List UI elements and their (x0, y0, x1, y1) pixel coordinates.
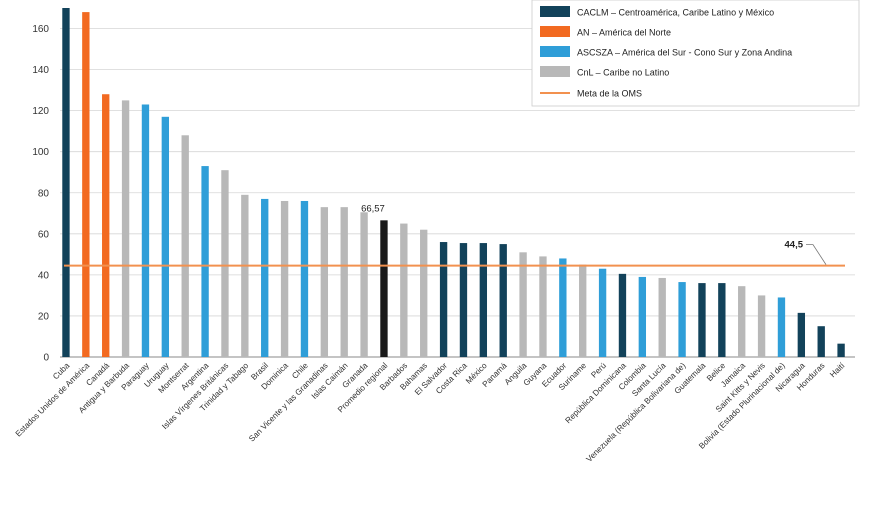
y-tick-label: 160 (32, 24, 49, 35)
y-tick-label: 80 (38, 188, 50, 199)
bar (400, 223, 408, 357)
y-axis-ticks: 0 20 40 60 80 100 120 140 160 (32, 24, 49, 363)
y-tick-label: 20 (38, 311, 50, 322)
bar (320, 207, 329, 357)
highlight-value-label: 66,57 (361, 203, 385, 214)
legend-box (531, 0, 860, 107)
bar (340, 207, 348, 357)
bar (360, 212, 368, 357)
bar (201, 166, 209, 357)
y-tick-label: 140 (32, 65, 49, 76)
bar (638, 276, 647, 357)
bar (420, 229, 428, 357)
bar (658, 277, 666, 357)
bar (678, 282, 686, 357)
y-tick-label: 60 (38, 229, 50, 240)
bar (499, 244, 507, 357)
legend-swatch (540, 66, 570, 77)
legend-swatch (540, 46, 570, 57)
bar (579, 264, 587, 357)
bar (797, 312, 806, 357)
bar (181, 135, 189, 357)
bar (62, 8, 70, 357)
y-tick-label: 100 (32, 147, 49, 158)
legend-swatch (540, 26, 570, 37)
bar (817, 326, 825, 357)
y-tick-label: 40 (38, 270, 50, 281)
legend-label: Meta de la OMS (577, 89, 642, 99)
bar (777, 297, 786, 357)
legend: CACLM – Centroamérica, Caribe Latino y M… (531, 0, 860, 107)
category-label: Haití (828, 361, 847, 380)
bar (559, 258, 567, 357)
bars (62, 8, 845, 358)
legend-label: AN – América del Norte (577, 28, 671, 38)
bar (479, 243, 488, 357)
y-tick-label: 120 (32, 106, 49, 117)
legend-label: CnL – Caribe no Latino (577, 68, 669, 78)
bar (380, 220, 388, 357)
bar (598, 268, 607, 357)
bar (618, 273, 627, 357)
bar (837, 343, 845, 357)
bar (141, 104, 150, 357)
bar (439, 242, 448, 357)
legend-label: CACLM – Centroamérica, Caribe Latino y M… (577, 8, 774, 18)
reference-line-group: 44,5 (64, 240, 845, 267)
bar (261, 198, 269, 357)
bar (718, 283, 726, 357)
bar (519, 252, 527, 357)
bar (459, 243, 468, 357)
y-tick-label: 0 (43, 353, 49, 364)
reference-value-label: 44,5 (785, 240, 804, 251)
legend-label: ASCSZA – América del Sur - Cono Sur y Zo… (577, 48, 792, 58)
bar (698, 283, 706, 357)
bar (102, 94, 110, 358)
bar (241, 194, 249, 357)
bar (757, 295, 766, 357)
bar (161, 116, 170, 358)
gridlines (60, 28, 855, 358)
bar (738, 286, 746, 357)
bar (82, 12, 90, 357)
bar (539, 256, 547, 357)
reference-leader (806, 244, 827, 265)
legend-swatch (540, 6, 570, 17)
bar (221, 170, 229, 357)
bar (280, 200, 289, 357)
bar (300, 200, 309, 357)
bar (121, 100, 130, 357)
